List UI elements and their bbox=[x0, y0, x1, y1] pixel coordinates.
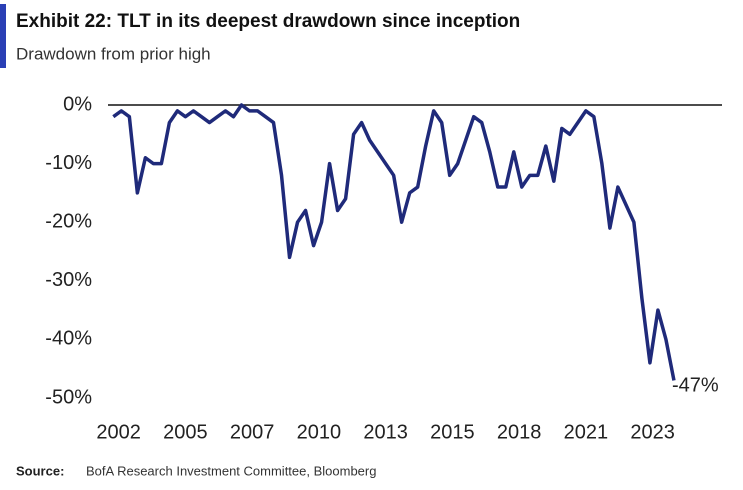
y-tick-label: 0% bbox=[63, 93, 92, 115]
x-tick-label: 2007 bbox=[230, 421, 275, 443]
y-tick-label: -20% bbox=[45, 210, 92, 232]
source: BofA Research Investment Committee, Bloo… bbox=[86, 463, 376, 478]
x-tick-label: 2005 bbox=[163, 421, 208, 443]
y-tick-label: -40% bbox=[45, 328, 92, 350]
y-tick-label: -50% bbox=[45, 386, 92, 408]
x-tick-label: 2015 bbox=[430, 421, 475, 443]
y-tick-label: -30% bbox=[45, 269, 92, 291]
title-accent bbox=[0, 4, 6, 68]
x-tick-label: 2018 bbox=[497, 421, 542, 443]
chart-title: Exhibit 22: TLT in its deepest drawdown … bbox=[16, 11, 520, 32]
drawdown-line bbox=[112, 103, 676, 381]
chart-subtitle: Drawdown from prior high bbox=[16, 44, 211, 63]
x-tick-label: 2021 bbox=[564, 421, 609, 443]
x-tick-label: 2002 bbox=[96, 421, 141, 443]
x-tick-label: 2010 bbox=[297, 421, 342, 443]
source-label: Source: bbox=[16, 463, 64, 478]
x-tick-label: 2013 bbox=[363, 421, 408, 443]
end-annotation: -47% bbox=[672, 375, 719, 397]
x-tick-label: 2023 bbox=[630, 421, 675, 443]
y-tick-label: -10% bbox=[45, 152, 92, 174]
